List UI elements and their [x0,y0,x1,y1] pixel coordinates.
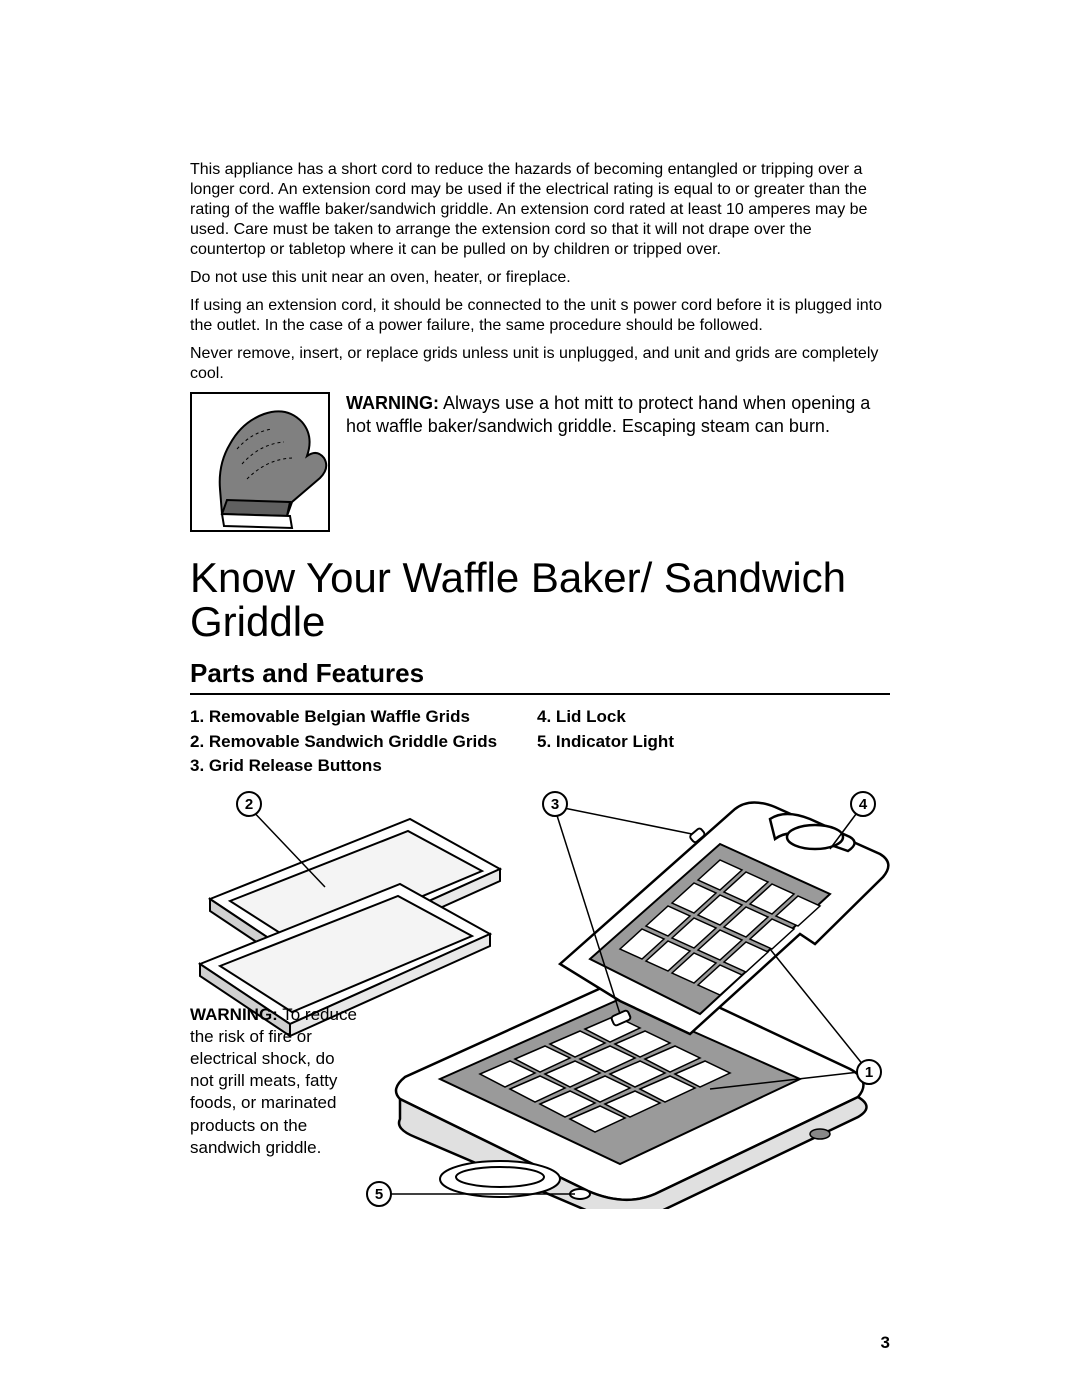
part-item-5: 5. Indicator Light [537,730,674,755]
callout-4: 4 [850,791,876,817]
heading-rule [190,693,890,695]
safety-paragraph-4: Never remove, insert, or replace grids u… [190,344,890,384]
oven-mitt-illustration [190,392,330,532]
mitt-warning-text: WARNING: Always use a hot mitt to protec… [346,392,890,439]
callout-3: 3 [542,791,568,817]
part-item-4: 4. Lid Lock [537,705,674,730]
parts-column-2: 4. Lid Lock 5. Indicator Light [537,705,674,779]
callout-1: 1 [856,1059,882,1085]
safety-paragraph-3: If using an extension cord, it should be… [190,296,890,336]
part-item-3: 3. Grid Release Buttons [190,754,497,779]
diagram-warning-label: WARNING: [190,1005,278,1024]
callout-2: 2 [236,791,262,817]
diagram-warning-body: To reduce the risk of fire or electrical… [190,1005,357,1157]
product-diagram: 2 3 4 1 5 WARNING: To reduce the risk of… [190,789,890,1209]
safety-paragraph-1: This appliance has a short cord to reduc… [190,160,890,260]
parts-column-1: 1. Removable Belgian Waffle Grids 2. Rem… [190,705,497,779]
parts-heading: Parts and Features [190,658,890,689]
callout-5: 5 [366,1181,392,1207]
part-item-2: 2. Removable Sandwich Griddle Grids [190,730,497,755]
diagram-warning: WARNING: To reduce the risk of fire or e… [190,1004,360,1159]
part-item-1: 1. Removable Belgian Waffle Grids [190,705,497,730]
page-number: 3 [881,1333,890,1353]
warning-label: WARNING: [346,393,439,413]
mitt-warning-row: WARNING: Always use a hot mitt to protec… [190,392,890,532]
section-title: Know Your Waffle Baker/ Sandwich Griddle [190,556,890,644]
safety-paragraph-2: Do not use this unit near an oven, heate… [190,268,890,288]
parts-list: 1. Removable Belgian Waffle Grids 2. Rem… [190,705,890,779]
